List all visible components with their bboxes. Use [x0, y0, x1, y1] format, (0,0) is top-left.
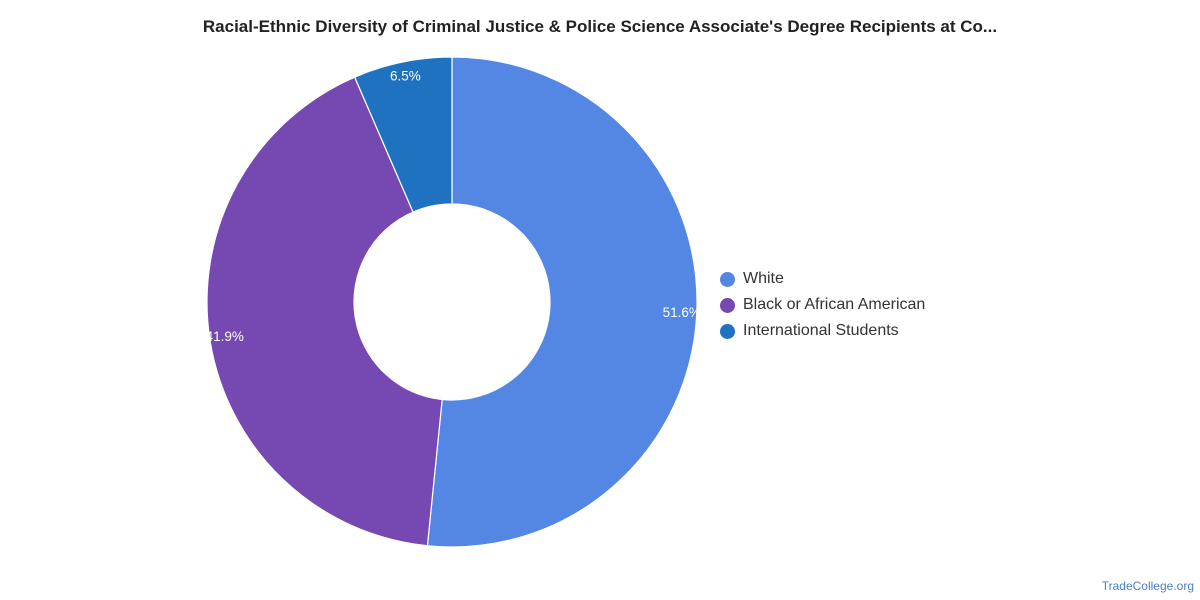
watermark[interactable]: TradeCollege.org: [1101, 579, 1194, 593]
slice-label-international-students: 6.5%: [390, 68, 421, 83]
legend-label-black-or-african-american: Black or African American: [743, 296, 926, 313]
legend-label-international-students: International Students: [743, 322, 899, 339]
legend-item-international-students[interactable]: International Students: [720, 318, 925, 344]
slice-white[interactable]: [426, 56, 698, 548]
legend-swatch-black-or-african-american: [720, 297, 735, 313]
legend-label-white: White: [743, 270, 784, 287]
legend-item-black-or-african-american[interactable]: Black or African American: [720, 292, 925, 318]
slice-international-students[interactable]: [353, 56, 453, 213]
slice-label-black-or-african-american: 41.9%: [206, 329, 244, 344]
legend: White Black or African American Internat…: [720, 266, 925, 344]
slice-label-white: 51.6%: [663, 305, 701, 320]
legend-item-white[interactable]: White: [720, 266, 925, 292]
legend-swatch-international-students: [720, 323, 735, 339]
slice-black-or-african-american[interactable]: [206, 76, 443, 547]
legend-swatch-white: [720, 271, 735, 287]
chart-title: Racial-Ethnic Diversity of Criminal Just…: [202, 17, 998, 36]
